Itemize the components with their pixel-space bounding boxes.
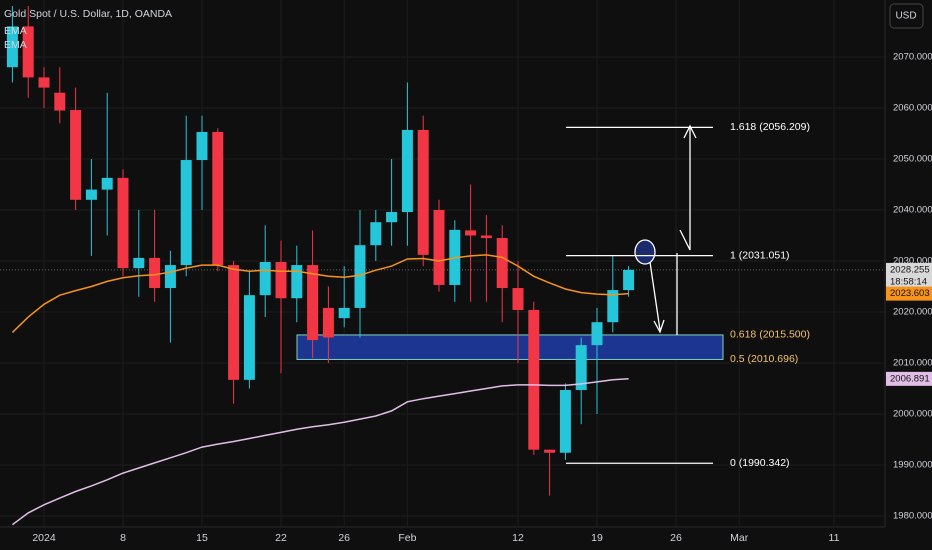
y-tick-label: 1980.000 <box>893 511 932 522</box>
candle-body <box>275 262 287 299</box>
candle-body <box>85 189 97 200</box>
candle-body <box>164 265 176 289</box>
y-tick-label: 2020.000 <box>893 307 932 318</box>
pullback-arrow <box>649 261 661 331</box>
candle-body <box>291 265 303 299</box>
fib-label: 1 (2031.051) <box>730 249 790 261</box>
fib-label: 1.618 (2056.209) <box>730 121 810 133</box>
fib-label: 0.618 (2015.500) <box>730 329 810 341</box>
y-tick-label: 2050.000 <box>893 154 932 165</box>
y-tick-label: 2060.000 <box>893 103 932 114</box>
candle-body <box>149 257 161 289</box>
candle-body <box>386 212 398 223</box>
candle-body <box>544 449 556 453</box>
highlight-circle <box>634 239 656 265</box>
arrow-head <box>653 319 665 334</box>
arrow-head <box>683 124 697 139</box>
y-tick-label: 1990.000 <box>893 460 932 471</box>
x-tick-label: 2024 <box>32 532 56 544</box>
candle-body <box>528 309 540 450</box>
candle-body <box>117 177 129 269</box>
price-badge-label: 2023.603 <box>890 288 930 299</box>
candle-body <box>338 307 350 319</box>
x-tick-label: 11 <box>829 532 840 544</box>
candle-body <box>180 160 192 266</box>
grid <box>0 0 885 527</box>
candle-body <box>38 77 50 88</box>
candle-body <box>307 265 319 341</box>
candle-body <box>433 210 445 285</box>
x-tick-label: 8 <box>120 532 126 544</box>
y-tick-label: 2010.000 <box>893 358 932 369</box>
candle-body <box>496 238 508 289</box>
fib-label: 0 (1990.342) <box>730 457 790 469</box>
x-tick-label: 15 <box>196 532 208 544</box>
price-badge <box>886 371 932 386</box>
candle-body <box>228 265 240 380</box>
price-badge-label: 2028.255 <box>890 264 930 275</box>
candle-body <box>465 230 477 236</box>
candle-body <box>22 26 34 78</box>
candle-body <box>54 92 66 111</box>
candle-body <box>417 129 429 255</box>
candle-body <box>559 390 571 453</box>
drawings: 1.618 (2056.209) 1 (2031.051) 0.618 (2015.… <box>566 121 810 469</box>
legend-entry: EMA <box>4 39 27 51</box>
candle-body <box>133 257 145 269</box>
currency-button[interactable] <box>889 3 924 29</box>
target-arrow <box>679 128 691 251</box>
candle-body <box>623 269 635 291</box>
candle-body <box>591 322 603 346</box>
ema-line <box>11 254 629 333</box>
candle-body <box>354 245 366 308</box>
candle-body <box>322 307 334 338</box>
x-tick-label: 22 <box>275 532 287 544</box>
candle-body <box>70 110 82 200</box>
currency[interactable]: USD <box>895 11 916 22</box>
legend-entry: EMA <box>4 25 27 37</box>
time-axis <box>0 527 885 550</box>
candle-body <box>480 235 492 239</box>
candle-body <box>212 131 224 266</box>
fib-zone <box>296 334 724 360</box>
x-tick-label: Mar <box>730 532 749 544</box>
x-tick-label: 26 <box>670 532 682 544</box>
x-tick-label: 19 <box>591 532 603 544</box>
legend: Gold Spot / U.S. Dollar, 1D, OANDA EMA EM… <box>4 8 172 51</box>
y-tick-label: 2040.000 <box>893 205 932 216</box>
x-tick-label: 12 <box>512 532 524 544</box>
price-badge-label: 2006.891 <box>890 373 930 384</box>
candle-body <box>259 262 271 296</box>
y-tick-label: 2030.000 <box>893 256 932 267</box>
y-tick-label: 2000.000 <box>893 409 932 420</box>
x-tick-label: Feb <box>398 532 416 544</box>
candle-body <box>370 222 382 246</box>
ema-line <box>11 378 629 526</box>
candle-body <box>512 288 524 310</box>
plot <box>0 6 885 526</box>
candle-body <box>6 26 18 68</box>
candle-body <box>243 295 255 380</box>
candle-body <box>607 290 619 323</box>
candle-body <box>101 177 113 190</box>
x-tick-label: 26 <box>338 532 350 544</box>
y-tick-label: 2070.000 <box>893 52 932 63</box>
candle-body <box>196 131 208 161</box>
candle-body <box>401 129 413 213</box>
chart-title: Gold Spot / U.S. Dollar, 1D, OANDA <box>4 8 172 20</box>
countdown: 18:58:14 <box>890 276 927 287</box>
candle-body <box>575 345 587 391</box>
price-badge <box>886 262 932 289</box>
fib-label: 0.5 (2010.696) <box>730 353 798 365</box>
price-badge <box>886 286 932 301</box>
